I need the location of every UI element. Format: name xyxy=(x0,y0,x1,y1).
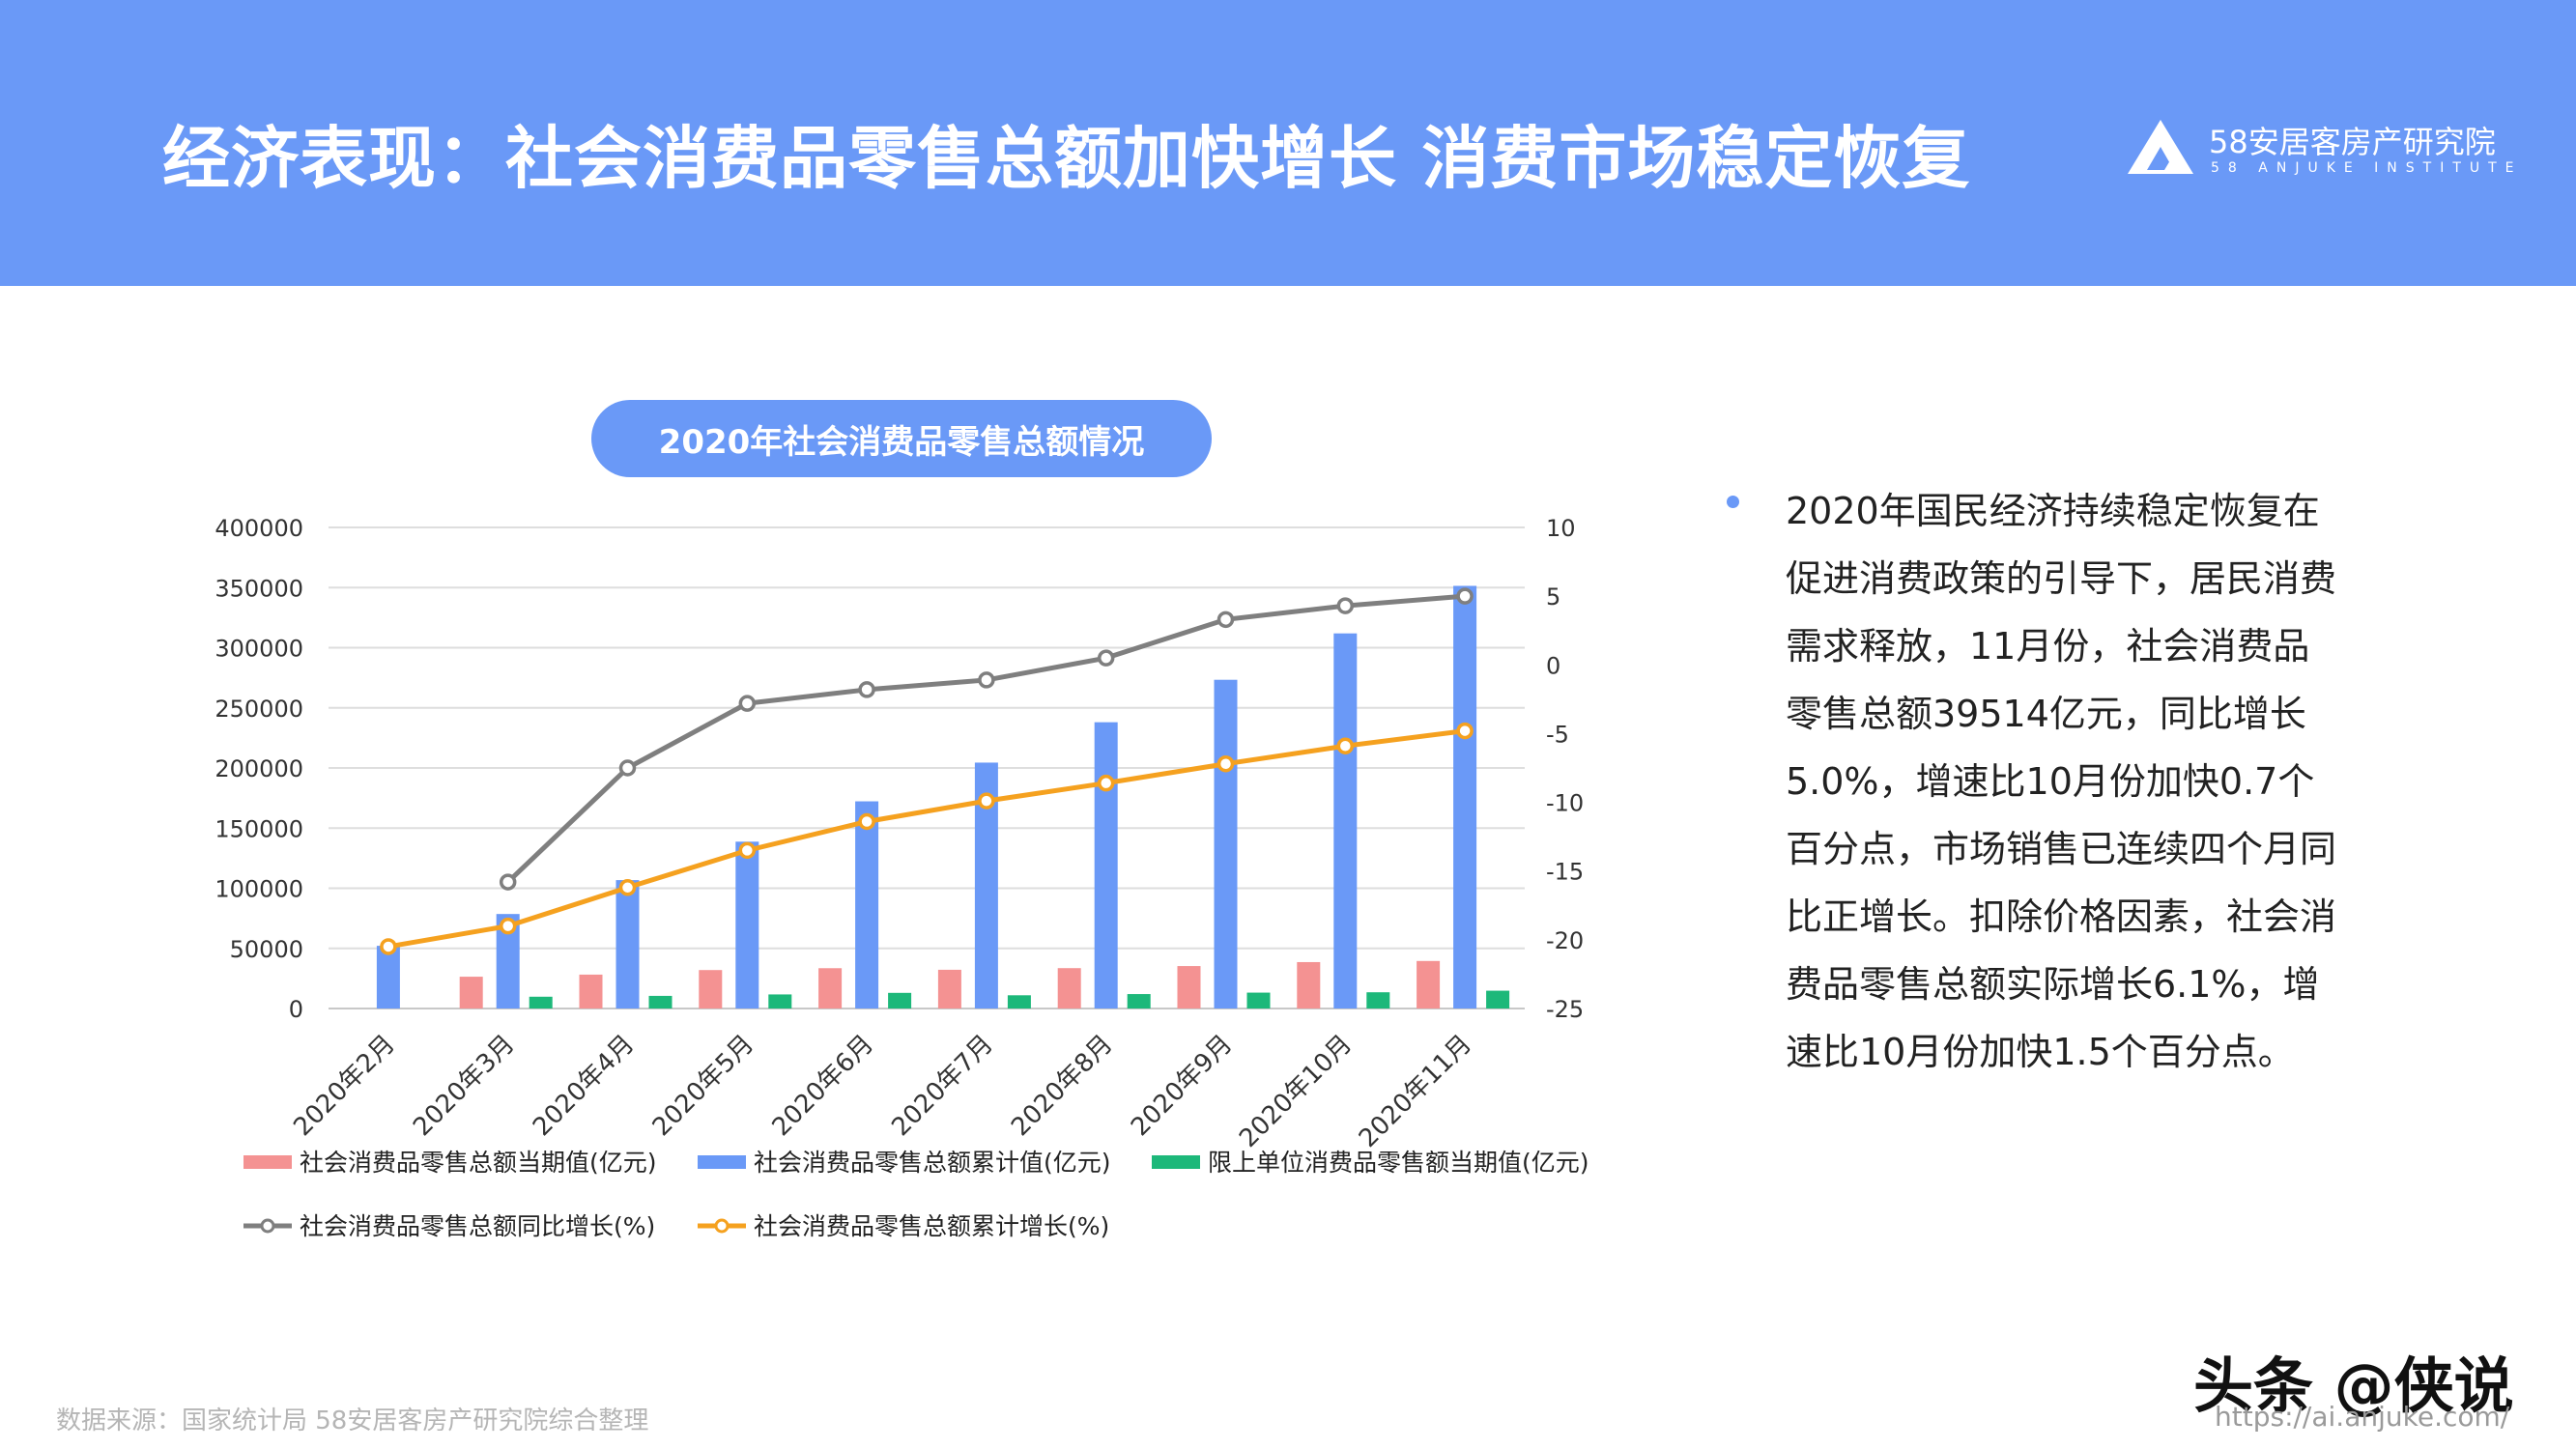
bar xyxy=(1366,992,1390,1009)
header-banner: 经济表现：社会消费品零售总额加快增长 消费市场稳定恢复 58安居客房产研究院 5… xyxy=(0,0,2576,286)
bar xyxy=(1486,990,1510,1009)
y-left-tick-label: 150000 xyxy=(215,815,303,842)
y-right-tick-label: -5 xyxy=(1546,721,1569,748)
y-right-tick-label: 0 xyxy=(1546,652,1560,679)
brand-subtitle: 58 ANJUKE INSTITUTE xyxy=(2211,160,2523,176)
bar xyxy=(1246,992,1271,1009)
bar xyxy=(1177,966,1201,1009)
bar xyxy=(1333,633,1358,1009)
legend-label: 社会消费品零售总额累计值(亿元) xyxy=(754,1149,1111,1177)
data-point xyxy=(618,879,637,896)
bar xyxy=(529,996,553,1009)
y-left-tick-label: 400000 xyxy=(215,515,303,542)
legend-swatch xyxy=(243,1155,292,1169)
combo-chart: 0 50000 100000 150000 200000 250000 300000 3500… xyxy=(215,515,1589,1240)
watermark: 头条 @侠说 xyxy=(2193,1350,2514,1421)
y-left-tick-label: 50000 xyxy=(230,936,303,963)
bullet-icon xyxy=(1727,496,1739,508)
source-url: https://ai.anjuke.com/ xyxy=(2215,1401,2510,1433)
y-right-tick-label: 5 xyxy=(1546,583,1560,611)
data-point xyxy=(380,938,397,955)
y-right-tick-label: -10 xyxy=(1546,790,1584,817)
bar xyxy=(1057,968,1081,1009)
bar xyxy=(855,801,879,1009)
bar xyxy=(1417,960,1441,1009)
anjuke-logo-icon xyxy=(2128,120,2193,174)
legend-label: 限上单位消费品零售额当期值(亿元) xyxy=(1208,1149,1589,1177)
data-point xyxy=(978,792,995,810)
x-tick-label: 2020年8月 xyxy=(1006,1030,1118,1142)
bar xyxy=(579,974,603,1009)
data-point xyxy=(858,812,875,831)
legend-swatch-marker xyxy=(260,1218,275,1234)
y-left-tick-label: 100000 xyxy=(215,876,303,903)
data-point xyxy=(1456,722,1474,740)
bar xyxy=(1007,995,1031,1009)
legend-label: 社会消费品零售总额同比增长(%) xyxy=(300,1212,655,1240)
bar xyxy=(768,994,792,1009)
legend-label: 社会消费品零售总额当期值(亿元) xyxy=(300,1149,657,1177)
data-point xyxy=(1456,587,1474,605)
x-tick-label: 2020年7月 xyxy=(886,1030,998,1142)
y-right-tick-label: 10 xyxy=(1546,515,1576,542)
summary-text: 2020年国民经济持续稳定恢复在促进消费政策的引导下，居民消费需求释放，11月份… xyxy=(1786,490,2337,1073)
bar xyxy=(1094,722,1118,1009)
bar xyxy=(376,946,400,1009)
legend-swatch xyxy=(1152,1155,1200,1169)
bar xyxy=(1297,961,1321,1009)
data-point xyxy=(618,759,637,777)
x-tick-label: 2020年9月 xyxy=(1126,1030,1238,1142)
y-left-tick-label: 0 xyxy=(289,996,303,1023)
y-left-tick-label: 250000 xyxy=(215,696,303,723)
y-left-tick-label: 350000 xyxy=(215,575,303,602)
bar xyxy=(1127,994,1151,1009)
data-point xyxy=(738,841,757,860)
brand-name: 58安居客房产研究院 xyxy=(2209,124,2496,160)
x-tick-label: 2020年10月 xyxy=(1234,1030,1358,1153)
data-point xyxy=(1336,737,1355,754)
bar xyxy=(818,968,843,1009)
data-point xyxy=(499,873,517,891)
data-point xyxy=(1336,597,1355,614)
data-point xyxy=(1097,774,1115,792)
data-point xyxy=(1216,754,1235,773)
x-tick-label: 2020年4月 xyxy=(528,1030,640,1142)
x-tick-label: 2020年11月 xyxy=(1354,1030,1477,1153)
data-point xyxy=(738,695,757,712)
legend-swatch-marker xyxy=(714,1218,730,1234)
bar xyxy=(937,969,961,1009)
bar xyxy=(735,841,759,1009)
bar xyxy=(1214,679,1238,1009)
legend-label: 社会消费品零售总额累计增长(%) xyxy=(754,1212,1109,1240)
bar xyxy=(1453,585,1477,1009)
data-point xyxy=(1216,611,1235,629)
x-tick-label: 2020年6月 xyxy=(767,1030,879,1142)
bar xyxy=(615,880,640,1009)
legend-swatch xyxy=(698,1155,746,1169)
x-tick-label: 2020年2月 xyxy=(288,1030,400,1142)
bar xyxy=(888,992,912,1009)
y-right-tick-label: -25 xyxy=(1546,996,1584,1023)
brand: 58安居客房产研究院 58 ANJUKE INSTITUTE xyxy=(2126,114,2532,191)
bar xyxy=(699,970,723,1009)
data-source: 数据来源：国家统计局 58安居客房产研究院综合整理 xyxy=(56,1406,649,1435)
page-title: 经济表现：社会消费品零售总额加快增长 消费市场稳定恢复 xyxy=(162,119,1971,198)
x-tick-label: 2020年5月 xyxy=(647,1030,759,1142)
y-right-tick-label: -20 xyxy=(1546,927,1584,954)
x-tick-label: 2020年3月 xyxy=(408,1030,520,1142)
chart-title: 2020年社会消费品零售总额情况 xyxy=(591,400,1212,477)
data-point xyxy=(1097,649,1115,667)
y-right-tick-label: -15 xyxy=(1546,859,1584,886)
data-point xyxy=(978,671,995,689)
bar xyxy=(459,977,483,1009)
data-point xyxy=(499,917,517,935)
series-line xyxy=(387,728,1466,950)
data-point xyxy=(858,681,875,698)
bar xyxy=(648,995,673,1009)
y-left-tick-label: 200000 xyxy=(215,755,303,782)
y-left-tick-label: 300000 xyxy=(215,636,303,663)
